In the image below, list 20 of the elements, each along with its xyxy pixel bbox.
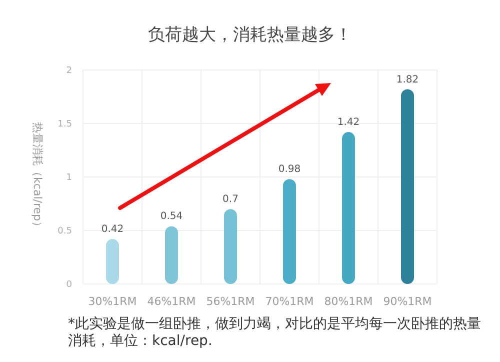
text: *此实验是做一组卧推，做到力竭，对比的是平均每一次卧推的热量消耗，单位：kcal/rep. [68,316,482,350]
x-tick-label: 56%1RM [206,295,255,308]
y-tick-label: 1.5 [58,120,72,130]
chart-title: 负荷越大，消耗热量越多！ [148,25,352,45]
y-tick-label: 2 [66,66,72,76]
x-tick-label: 30%1RM [88,295,137,308]
y-tick-label: 0 [66,280,72,290]
x-tick-label: 70%1RM [265,295,314,308]
data-label: 0.98 [278,164,301,176]
y-tick-label: 0.5 [58,226,72,236]
data-label: 0.42 [101,224,124,236]
x-tick-label: 90%1RM [383,295,432,308]
data-label: 0.7 [222,194,238,206]
y-tick-label: 1 [66,173,72,183]
x-tick-label: 46%1RM [147,295,196,308]
data-label: 1.82 [396,74,419,86]
x-tick-label: 80%1RM [324,295,373,308]
data-label: 0.54 [160,211,183,222]
y-axis-title: 热量消耗（kcal/rep） [31,122,44,232]
data-label: 1.42 [337,117,360,128]
